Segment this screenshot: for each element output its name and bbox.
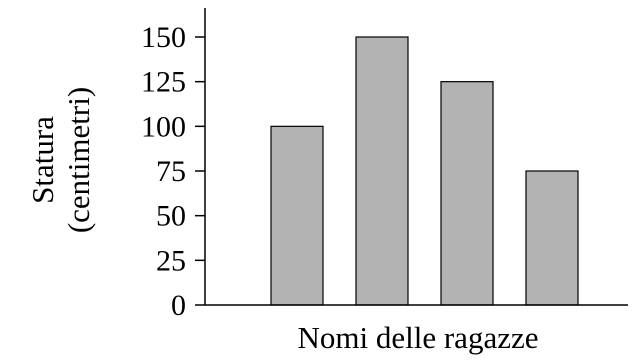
- y-tick-label-50: 50: [156, 200, 186, 233]
- bar-2: [355, 36, 409, 306]
- bar-3: [440, 81, 494, 306]
- y-tick-label-125: 125: [141, 66, 186, 99]
- y-tick-label-150: 150: [141, 21, 186, 54]
- x-axis-title: Nomi delle ragazze: [298, 320, 539, 355]
- y-tick-label-75: 75: [156, 155, 186, 188]
- bars-layer: [270, 36, 579, 306]
- y-tick-label-25: 25: [156, 244, 186, 277]
- y-axis-title-line-2: (centimetri): [61, 87, 96, 233]
- y-axis-title: Statura (centimetri): [25, 87, 96, 233]
- y-tick-label-0: 0: [171, 289, 186, 322]
- y-tick-label-100: 100: [141, 110, 186, 143]
- bar-4: [525, 170, 579, 306]
- y-axis-title-line-1: Statura: [25, 116, 60, 204]
- axes-layer: [204, 8, 628, 306]
- bar-1: [270, 125, 324, 306]
- ticks-layer: 0 25 50 75 100 125 150: [141, 21, 205, 322]
